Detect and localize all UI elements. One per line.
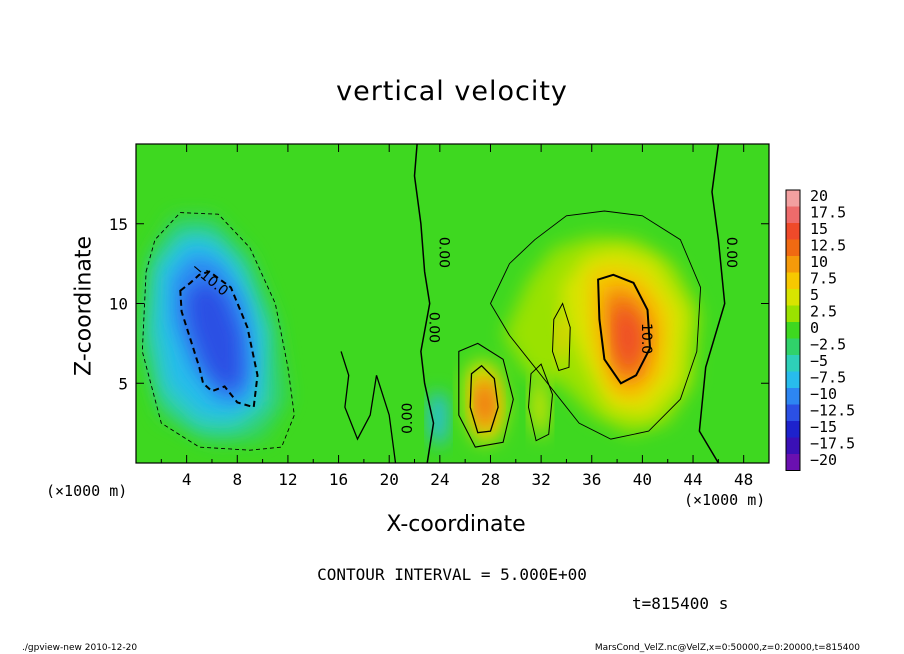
colorbar-label: −17.5 bbox=[810, 435, 855, 453]
colorbar-label: 20 bbox=[810, 187, 828, 205]
colorbar-swatch bbox=[786, 206, 800, 223]
colorbar-swatch bbox=[786, 338, 800, 355]
contour-dashed-outer bbox=[141, 212, 295, 451]
contour-zero-center bbox=[413, 144, 435, 463]
x-tick-label: 4 bbox=[182, 470, 192, 489]
contour-minus-10 bbox=[179, 270, 259, 409]
contour-small-2 bbox=[527, 363, 554, 442]
footer-program-date: ./gpview-new 2010-12-20 bbox=[22, 643, 138, 653]
y-tick-label: 5 bbox=[118, 374, 128, 393]
x-tick-label: 36 bbox=[582, 470, 601, 489]
field-region-15 bbox=[477, 386, 492, 420]
contour-plus-5-small bbox=[469, 364, 499, 434]
colorbar-swatch bbox=[786, 355, 800, 372]
heatmap-field: −10.00.000.000.00 10.00.00 bbox=[136, 144, 769, 463]
colorbar-label: −5 bbox=[810, 352, 828, 370]
contour-zero-ring bbox=[458, 342, 514, 448]
x-tick-label: 8 bbox=[232, 470, 242, 489]
contour-zero-left bbox=[340, 351, 397, 463]
colorbar-label: 17.5 bbox=[810, 204, 846, 222]
x-tick-label: 44 bbox=[683, 470, 702, 489]
colorbar-swatch bbox=[786, 223, 800, 240]
y-tick-label: 15 bbox=[109, 215, 128, 234]
colorbar-label: 2.5 bbox=[810, 303, 837, 321]
colorbar-swatch bbox=[786, 421, 800, 438]
colorbar-border bbox=[785, 189, 801, 471]
x-tick-label: 32 bbox=[531, 470, 550, 489]
colorbar-swatch bbox=[786, 272, 800, 289]
colorbar-swatch bbox=[786, 305, 800, 322]
contour-zero-right bbox=[698, 144, 726, 463]
x-tick-label: 24 bbox=[430, 470, 449, 489]
x-unit-label-right: (×1000 m) bbox=[684, 491, 766, 509]
colorbar-label: −12.5 bbox=[810, 402, 855, 420]
contour-label-6: 0.00 bbox=[723, 237, 739, 268]
colorbar-label: −2.5 bbox=[810, 336, 846, 354]
colorbar-swatch bbox=[786, 371, 800, 388]
colorbar-label: −10 bbox=[810, 385, 837, 403]
colorbar-swatch bbox=[786, 388, 800, 405]
contour-plus-5 bbox=[489, 210, 702, 440]
contour-small-1 bbox=[551, 302, 571, 372]
y-axis-label: Z-coordinate bbox=[71, 236, 97, 376]
chart-title: vertical velocity bbox=[336, 76, 568, 107]
colorbar-label: −15 bbox=[810, 418, 837, 436]
field-region-16 bbox=[555, 311, 567, 363]
colorbar-label: 5 bbox=[810, 286, 819, 304]
contour-label-4: 0.00 bbox=[426, 312, 442, 343]
colorbar: 2017.51512.5107.552.50−2.5−5−7.5−10−12.5… bbox=[785, 187, 855, 471]
contour-interval-note: CONTOUR INTERVAL = 5.000E+00 bbox=[317, 565, 587, 584]
field-region-12 bbox=[617, 313, 639, 365]
contour-label-2: 0.00 bbox=[436, 237, 452, 268]
x-tick-label: 12 bbox=[278, 470, 297, 489]
footer-source: MarsCond_VelZ.nc@VelZ,x=0:50000,z=0:2000… bbox=[594, 643, 860, 653]
y-tick-label: 10 bbox=[109, 295, 128, 314]
colorbar-swatch bbox=[786, 404, 800, 421]
colorbar-swatch bbox=[786, 289, 800, 306]
colorbar-swatch bbox=[786, 322, 800, 339]
x-tick-label: 16 bbox=[329, 470, 348, 489]
x-tick-label: 28 bbox=[481, 470, 500, 489]
colorbar-label: 10 bbox=[810, 253, 828, 271]
x-axis-label: X-coordinate bbox=[386, 512, 526, 537]
contour-plus-10 bbox=[597, 273, 652, 385]
colorbar-swatch bbox=[786, 239, 800, 256]
x-tick-label: 48 bbox=[734, 470, 753, 489]
x-tick-label: 40 bbox=[633, 470, 652, 489]
contour-label-5: 10.0 bbox=[638, 323, 654, 354]
x-tick-label: 20 bbox=[380, 470, 399, 489]
colorbar-label: −20 bbox=[810, 451, 837, 469]
time-label: t=815400 s bbox=[632, 594, 729, 613]
field-region-6 bbox=[429, 389, 448, 448]
colorbar-label: −7.5 bbox=[810, 369, 846, 387]
colorbar-label: 0 bbox=[810, 319, 819, 337]
colorbar-swatch bbox=[786, 437, 800, 454]
colorbar-swatch bbox=[786, 256, 800, 273]
x-unit-label-left: (×1000 m) bbox=[46, 482, 128, 500]
colorbar-swatch bbox=[786, 190, 800, 207]
colorbar-label: 7.5 bbox=[810, 270, 837, 288]
colorbar-label: 12.5 bbox=[810, 237, 846, 255]
field-region-17 bbox=[531, 375, 549, 440]
field-region-5 bbox=[186, 279, 242, 390]
colorbar-label: 15 bbox=[810, 220, 828, 238]
colorbar-swatch bbox=[786, 454, 800, 471]
contour-label-3: 0.00 bbox=[400, 403, 416, 434]
